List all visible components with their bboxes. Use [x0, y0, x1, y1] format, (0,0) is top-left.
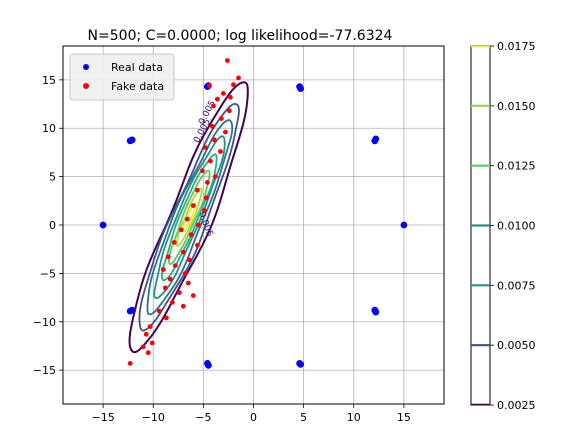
fake-data-point — [200, 168, 205, 174]
fake-data-point — [208, 158, 213, 164]
fake-data-point — [143, 331, 149, 337]
x-tick-label: −5 — [195, 411, 211, 424]
contour-line — [161, 153, 218, 282]
real-data-point — [205, 361, 212, 369]
real-data-point — [297, 360, 304, 368]
real-data-point — [372, 135, 380, 143]
fake-data-point — [196, 222, 201, 228]
fake-data-point — [172, 263, 178, 268]
plot-area: 0.0050.0050.005−15 −10 −5 0 5 10 15−15−10−5051… — [33, 45, 445, 424]
fake-data-point — [218, 149, 223, 154]
x-tick-label: −15 — [91, 411, 114, 424]
fake-data-point — [178, 227, 184, 233]
x-tick-label: 15 — [397, 411, 411, 424]
contour-line — [146, 119, 234, 316]
colorbar-tick-label: 0.0150 — [497, 100, 536, 113]
fake-data-point — [145, 350, 151, 356]
fake-data-point — [221, 91, 226, 96]
fake-data-point — [182, 271, 188, 276]
fake-data-point — [169, 300, 175, 305]
fake-data-point — [195, 187, 200, 193]
fake-data-point — [213, 174, 218, 180]
x-tick-label: 10 — [347, 411, 361, 424]
y-tick-label: 5 — [49, 171, 56, 184]
fake-data-point — [203, 145, 208, 151]
contour-line — [128, 81, 249, 354]
legend-label-fake: Fake data — [111, 80, 164, 93]
fake-data-point — [223, 129, 228, 135]
real-data-point — [126, 307, 134, 315]
legend-marker-real — [83, 64, 89, 70]
y-tick-label: −5 — [40, 267, 56, 280]
y-tick-label: −10 — [33, 316, 56, 329]
real-data-point — [372, 308, 380, 316]
real-data-point — [297, 85, 304, 92]
fake-data-point — [140, 344, 146, 350]
fake-data-point — [236, 75, 241, 81]
colorbar-tick-label: 0.0075 — [497, 279, 536, 292]
contour-line — [175, 187, 203, 247]
x-tick-label: −10 — [142, 411, 165, 424]
colorbar-tick-label: 0.0025 — [497, 399, 536, 412]
colorbar-tick-label: 0.0125 — [497, 160, 536, 173]
fake-data-point — [215, 96, 220, 102]
fake-data-point — [202, 208, 207, 213]
contour-line — [153, 135, 226, 300]
x-tick-label: 5 — [300, 411, 307, 424]
y-tick-label: 15 — [42, 74, 56, 87]
y-tick-label: −15 — [33, 364, 56, 377]
fake-data-point — [190, 293, 196, 298]
contour-line — [182, 202, 197, 233]
fake-data-point — [212, 137, 217, 143]
fake-data-point — [219, 116, 224, 121]
fake-data-point — [186, 257, 192, 263]
fake-data-point — [163, 315, 169, 321]
fake-data-point — [171, 240, 177, 245]
fake-data-point — [188, 232, 194, 238]
colorbar-tick-label: 0.0100 — [497, 220, 536, 233]
fake-data-point — [184, 216, 190, 222]
fake-data-point — [160, 267, 166, 272]
fake-data-point — [127, 361, 133, 366]
real-data-point — [126, 137, 134, 145]
legend-marker-fake — [83, 83, 89, 89]
fake-data-point — [207, 83, 212, 89]
fake-data-point — [204, 195, 209, 201]
fake-data-point — [225, 58, 230, 63]
fake-data-point — [149, 340, 155, 346]
colorbar-tick-label: 0.0050 — [497, 339, 536, 352]
real-data-point — [99, 221, 107, 229]
x-tick-label: 0 — [250, 411, 257, 424]
fake-data-point — [190, 203, 196, 209]
chart-title: N=500; C=0.0000; log likelihood=-77.6324 — [88, 28, 393, 44]
legend: Real data Fake data — [69, 53, 175, 101]
legend-label-real: Real data — [111, 61, 163, 74]
y-tick-label: 0 — [49, 219, 56, 232]
fake-data-point — [185, 280, 191, 286]
legend-box — [69, 53, 175, 101]
fake-data-point — [231, 82, 236, 88]
fake-data-point — [228, 94, 233, 100]
fake-data-point — [180, 249, 186, 255]
contour-line — [168, 169, 211, 265]
fake-data-point — [176, 290, 182, 296]
colorbar: 0.0025 0.0050 0.0075 0.0100 0.0125 0.0150 0.01… — [470, 40, 536, 412]
colorbar-tick-label: 0.0175 — [497, 40, 536, 53]
fake-data-point — [165, 254, 171, 260]
fake-data-point — [180, 303, 186, 309]
fake-data-point — [147, 324, 153, 329]
fake-data-point — [205, 180, 210, 185]
fake-data-point — [156, 308, 162, 314]
y-tick-label: 10 — [42, 122, 56, 135]
fake-data-point — [167, 276, 173, 282]
fake-data-point — [162, 285, 168, 291]
fake-data-point — [195, 242, 200, 248]
fake-data-point — [210, 123, 215, 129]
fake-data-point — [227, 108, 232, 114]
fake-data-point — [211, 103, 216, 109]
real-data-point — [400, 221, 408, 229]
contour-line — [138, 102, 240, 332]
